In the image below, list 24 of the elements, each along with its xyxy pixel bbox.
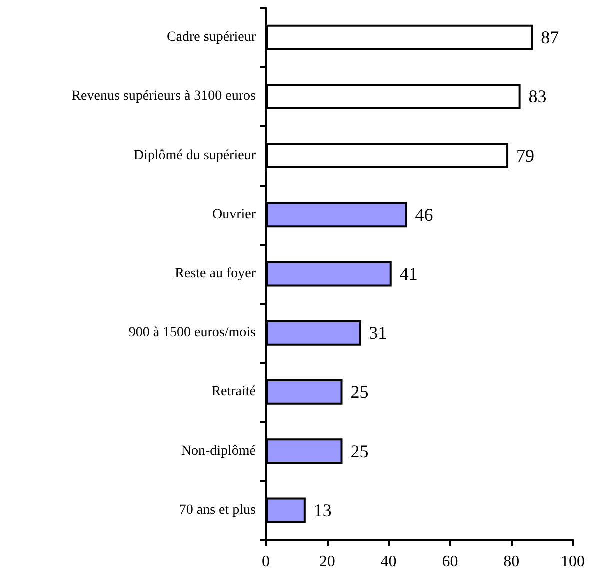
data-label: 25 [350, 382, 369, 402]
y-tick-label: Ouvrier [212, 207, 256, 222]
x-tick-label: 0 [262, 554, 270, 570]
data-label: 79 [516, 146, 535, 166]
y-tick-label: Diplômé du supérieur [134, 148, 256, 164]
data-label: 41 [400, 264, 418, 284]
x-tick-label: 20 [319, 554, 336, 570]
x-tick-label: 80 [504, 554, 520, 570]
x-tick-label: 60 [442, 554, 458, 570]
y-tick-label: Revenus supérieurs à 3100 euros [72, 89, 256, 104]
y-tick-label: Retraité [212, 384, 256, 400]
x-tick-label: 40 [380, 554, 397, 570]
data-label: 31 [369, 323, 388, 344]
y-tick-label: Reste au foyer [175, 266, 256, 282]
data-label: 83 [528, 86, 547, 107]
data-label: 87 [541, 28, 560, 48]
data-label: 46 [415, 204, 434, 225]
y-tick-label: 70 ans et plus [179, 502, 256, 518]
data-label: 25 [350, 441, 369, 462]
y-tick-label: Cadre supérieur [166, 30, 256, 46]
x-tick-label: 100 [561, 554, 585, 570]
data-label: 13 [314, 500, 332, 520]
y-tick-label: Non-diplômé [181, 444, 256, 459]
y-tick-label: 900 à 1500 euros/mois [128, 326, 256, 341]
